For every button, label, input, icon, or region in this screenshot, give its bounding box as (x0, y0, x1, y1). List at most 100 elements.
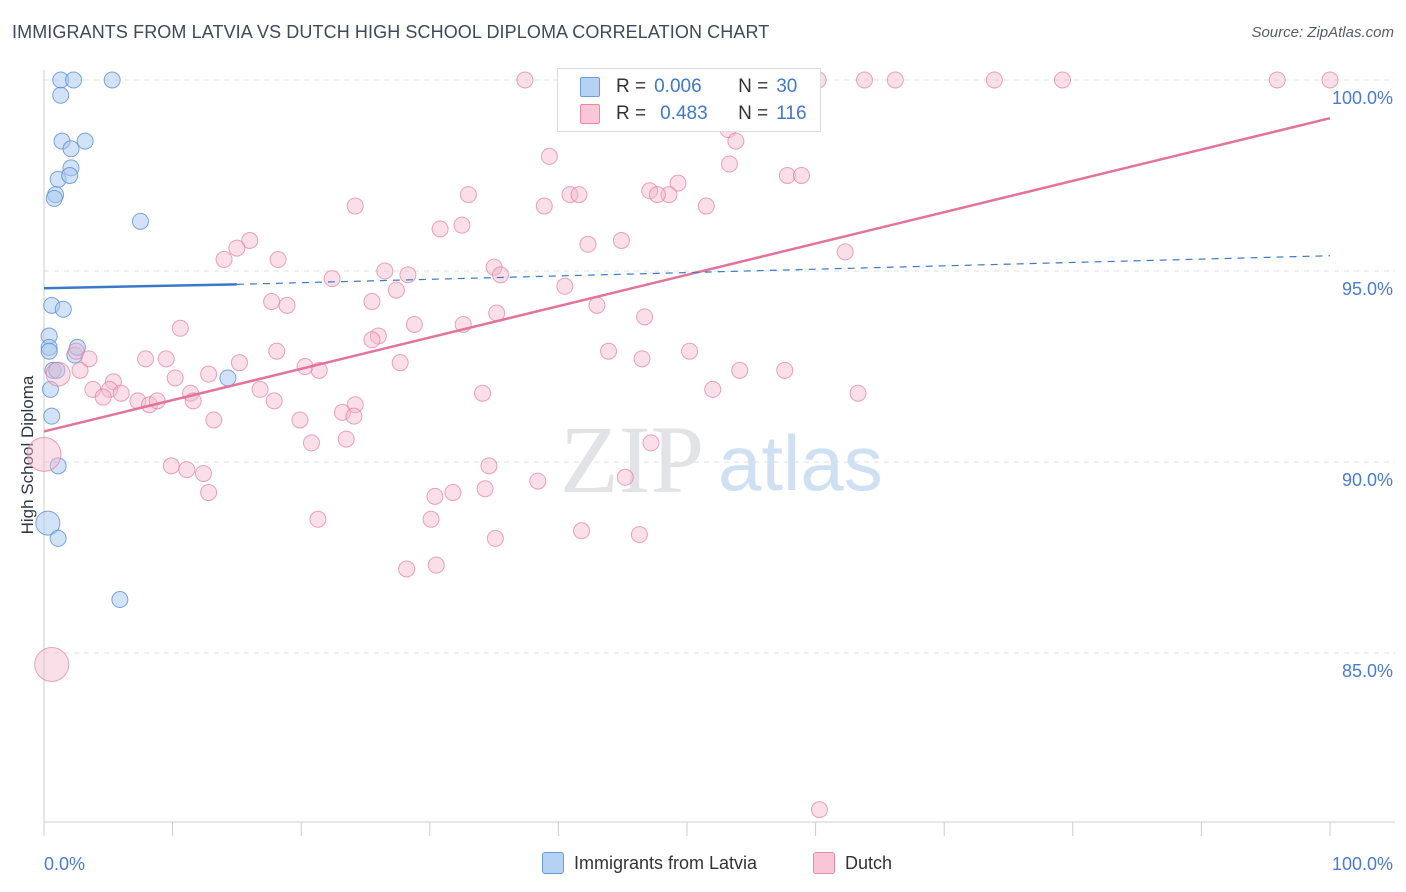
data-point-dutch (444, 484, 462, 502)
series-dutch (26, 71, 1339, 819)
data-point-latvia (111, 591, 129, 609)
data-point-dutch (200, 484, 218, 502)
data-point-dutch (776, 361, 794, 379)
data-point-dutch (67, 342, 85, 360)
data-point-dutch (431, 220, 449, 238)
legend-swatch-blue (580, 77, 600, 97)
data-point-dutch (453, 216, 471, 234)
data-point-latvia (35, 510, 61, 536)
data-point-dutch (556, 277, 574, 295)
data-point-latvia (54, 300, 72, 318)
data-point-dutch (228, 239, 246, 257)
data-point-dutch (612, 231, 630, 249)
data-point-dutch (166, 369, 184, 387)
data-point-dutch (529, 472, 547, 490)
data-point-latvia (40, 342, 58, 360)
data-point-dutch (588, 296, 606, 314)
data-point-dutch (426, 487, 444, 505)
data-point-dutch (363, 293, 381, 311)
source-label: Source: ZipAtlas.com (1251, 24, 1394, 41)
watermark-atlas: atlas (718, 419, 883, 507)
legend-swatch-pink (813, 852, 835, 874)
data-point-dutch (171, 319, 189, 337)
data-point-dutch (600, 342, 618, 360)
data-point-dutch (323, 270, 341, 288)
data-point-latvia (43, 407, 61, 425)
data-point-dutch (345, 407, 363, 425)
legend-row-dutch: R = 0.483 N = 116 (580, 101, 807, 127)
data-point-dutch (137, 350, 155, 368)
data-point-dutch (636, 308, 654, 326)
data-point-latvia (52, 86, 70, 104)
legend-swatch-pink (580, 104, 600, 124)
x-tick-label: 0.0% (44, 854, 85, 874)
data-point-dutch (810, 801, 828, 819)
legend-row-latvia: R = 0.006 N = 30 (580, 74, 797, 100)
data-point-dutch (648, 186, 666, 204)
data-point-latvia (65, 71, 83, 89)
data-point-dutch (230, 354, 248, 372)
data-point-dutch (157, 350, 175, 368)
data-point-dutch (669, 174, 687, 192)
trend-line-latvia (43, 283, 237, 290)
legend-n-value-dutch: 116 (776, 103, 807, 124)
data-point-dutch (486, 529, 504, 547)
data-point-dutch (633, 350, 651, 368)
data-point-dutch (792, 167, 810, 184)
series-legend: Immigrants from Latvia Dutch (0, 850, 1406, 878)
data-point-dutch (681, 342, 699, 360)
data-point-dutch (855, 71, 873, 89)
data-point-dutch (1054, 71, 1072, 89)
data-point-dutch (265, 392, 283, 410)
data-point-dutch (302, 434, 320, 452)
data-point-dutch (398, 560, 416, 578)
data-point-latvia (62, 140, 80, 158)
data-point-dutch (346, 197, 364, 215)
data-point-dutch (836, 243, 854, 261)
data-point-dutch (205, 411, 223, 429)
y-tick-label: 95.0% (1342, 279, 1393, 299)
data-point-dutch (268, 342, 286, 360)
legend-n-value-latvia: 30 (776, 76, 798, 97)
legend-label-latvia: Immigrants from Latvia (574, 852, 758, 873)
data-point-dutch (660, 186, 678, 204)
legend-label-dutch: Dutch (845, 852, 893, 873)
data-point-dutch (641, 182, 659, 200)
data-point-dutch (561, 186, 579, 204)
data-point-dutch (535, 197, 553, 215)
legend-item-dutch[interactable]: Dutch (813, 852, 892, 874)
correlation-legend: R = 0.006 N = 30 R = 0.483 N = 116 (557, 68, 821, 132)
data-point-dutch (704, 380, 722, 398)
data-point-dutch (241, 231, 259, 249)
data-point-dutch (94, 388, 112, 406)
data-point-dutch (399, 266, 417, 284)
tick-labels: 85.0% 90.0% 95.0% 100.0% 0.0% 100.0% (44, 88, 1393, 874)
chart-title: IMMIGRANTS FROM LATVIA VS DUTCH HIGH SCH… (12, 22, 770, 42)
axes (43, 70, 1395, 836)
data-point-dutch (363, 331, 381, 349)
data-point-dutch (309, 510, 327, 528)
data-point-dutch (215, 251, 233, 269)
data-point-dutch (422, 510, 440, 528)
data-point-dutch (570, 186, 588, 204)
data-point-latvia (131, 212, 149, 230)
legend-n-label: N = (738, 103, 769, 124)
data-point-dutch (337, 430, 355, 448)
series-immigrants-from-latvia (35, 71, 237, 609)
legend-n-label: N = (738, 76, 769, 97)
data-point-latvia (49, 457, 67, 475)
data-point-dutch (263, 293, 281, 311)
data-point-dutch (476, 480, 494, 498)
data-point-dutch (278, 296, 296, 314)
data-point-dutch (26, 436, 62, 472)
data-point-dutch (1268, 71, 1286, 89)
data-point-dutch (405, 315, 423, 333)
data-point-latvia (76, 132, 94, 150)
legend-item-latvia[interactable]: Immigrants from Latvia (542, 852, 757, 874)
data-point-dutch (291, 411, 309, 429)
trend-line-latvia-dashed (236, 255, 1331, 285)
legend-r-value-latvia: 0.006 (654, 76, 702, 97)
data-point-dutch (112, 384, 130, 402)
legend-r-value-dutch: 0.483 (660, 103, 708, 124)
